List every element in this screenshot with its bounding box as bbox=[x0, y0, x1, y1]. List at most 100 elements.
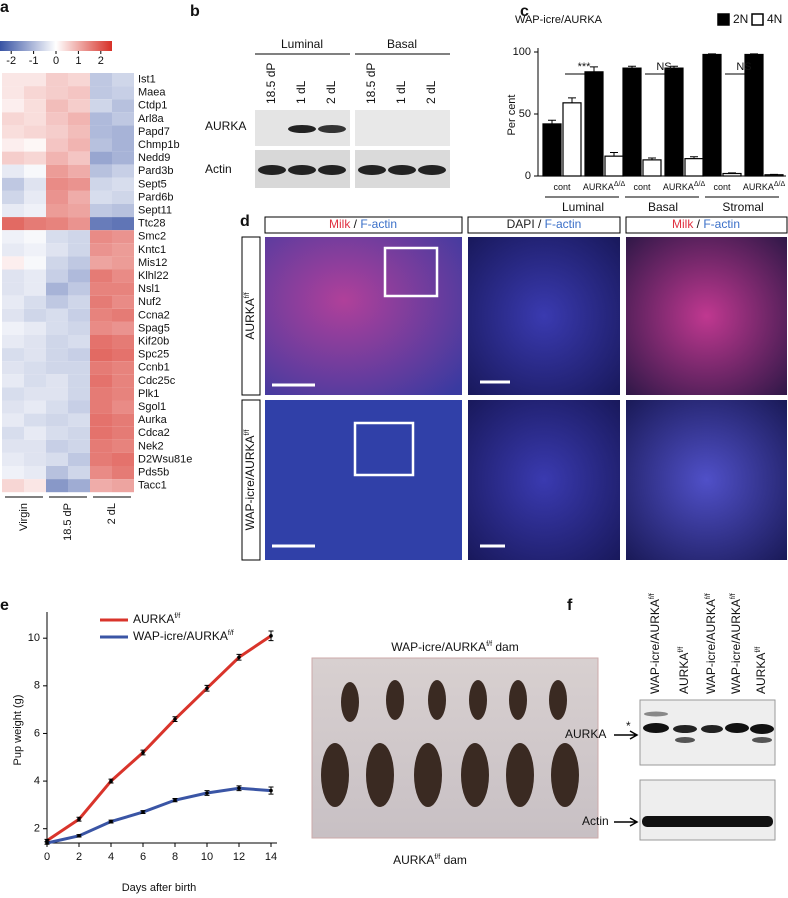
heatmap-cell bbox=[68, 308, 90, 322]
pup bbox=[366, 743, 394, 807]
heatmap-cell bbox=[112, 348, 134, 362]
heatmap-cell bbox=[24, 439, 46, 453]
group-label: 2 dL bbox=[106, 503, 118, 524]
header-box bbox=[467, 216, 621, 234]
band bbox=[675, 737, 695, 743]
gene-label: Sgol1 bbox=[138, 401, 166, 413]
gene-label: Pds5b bbox=[138, 466, 169, 478]
photo-label: WAP-icre/AURKAf/f dam bbox=[391, 640, 518, 654]
point bbox=[269, 634, 273, 638]
heatmap-cell bbox=[112, 282, 134, 296]
gene-label: Smc2 bbox=[138, 231, 166, 243]
heatmap-cell bbox=[2, 400, 24, 414]
heatmap-cell bbox=[68, 204, 90, 218]
heatmap-cell bbox=[24, 348, 46, 362]
heatmap-cell bbox=[46, 138, 68, 152]
pup bbox=[428, 680, 446, 720]
group-label: 18.5 dP bbox=[62, 503, 74, 541]
heatmap-cell bbox=[24, 73, 46, 87]
heatmap-cell bbox=[24, 269, 46, 283]
error-bar bbox=[590, 66, 598, 72]
gene-label: Pard6b bbox=[138, 191, 173, 203]
heatmap-cell bbox=[112, 479, 134, 493]
heatmap-cell bbox=[68, 99, 90, 113]
label-part: AURKA bbox=[743, 182, 774, 192]
heatmap-cell bbox=[90, 400, 112, 414]
point bbox=[45, 841, 49, 845]
heatmap-cell bbox=[2, 243, 24, 257]
heatmap-cell bbox=[24, 256, 46, 270]
heatmap-cell bbox=[112, 400, 134, 414]
colorbar-tick-label: 2 bbox=[98, 55, 104, 67]
heatmap-cell bbox=[90, 295, 112, 309]
panel-label: f bbox=[567, 597, 573, 614]
gene-label: Kif20b bbox=[138, 335, 169, 347]
row-box bbox=[241, 236, 261, 396]
heatmap-cell bbox=[68, 426, 90, 440]
category-label: AURKAΔ/Δ bbox=[743, 181, 786, 192]
blot-row-label: AURKA bbox=[565, 727, 606, 741]
zoom-box bbox=[383, 246, 439, 298]
image-header: DAPI / F-actin bbox=[507, 217, 582, 231]
heatmap-cell bbox=[112, 177, 134, 191]
pup bbox=[414, 743, 442, 807]
micrograph bbox=[468, 237, 620, 395]
label-part: AURKA bbox=[677, 653, 691, 694]
label-part: AURKA bbox=[754, 653, 768, 694]
heatmap-cell bbox=[112, 151, 134, 165]
heatmap-cell bbox=[24, 190, 46, 204]
gene-label: Klhl22 bbox=[138, 270, 169, 282]
heatmap-cell bbox=[24, 413, 46, 427]
band bbox=[643, 723, 669, 733]
heatmap-cell bbox=[2, 452, 24, 466]
superscript: f/f bbox=[755, 647, 762, 653]
point bbox=[109, 819, 113, 824]
point bbox=[205, 686, 209, 691]
gene-label: Nsl1 bbox=[138, 283, 160, 295]
label-part: WAP-icre/AURKA bbox=[729, 599, 743, 694]
point bbox=[77, 834, 81, 838]
heatmap-cell bbox=[46, 426, 68, 440]
pup bbox=[321, 743, 349, 807]
heatmap-cell bbox=[46, 321, 68, 335]
heatmap-cell bbox=[112, 308, 134, 322]
gene-label: Kntc1 bbox=[138, 244, 166, 256]
lane-label: WAP-icre/AURKAf/f bbox=[729, 593, 743, 694]
gene-label: Ttc28 bbox=[138, 218, 166, 230]
heatmap-cell bbox=[112, 204, 134, 218]
error-bar bbox=[750, 53, 758, 55]
y-tick-label: 0 bbox=[525, 170, 531, 182]
heatmap-cell bbox=[2, 426, 24, 440]
blot-row-label: Actin bbox=[205, 162, 232, 176]
gene-label: Spc25 bbox=[138, 349, 169, 361]
heatmap-cell bbox=[90, 426, 112, 440]
lane-label: 1 dL bbox=[294, 80, 308, 104]
heatmap-cell bbox=[68, 256, 90, 270]
error-bar bbox=[628, 65, 636, 69]
pup bbox=[469, 680, 487, 720]
heatmap-cell bbox=[24, 125, 46, 139]
bar bbox=[562, 102, 582, 177]
significance-label: *** bbox=[578, 61, 592, 73]
heatmap-cell bbox=[2, 335, 24, 349]
heatmap-cell bbox=[2, 269, 24, 283]
heatmap-cell bbox=[2, 479, 24, 493]
heatmap-cell bbox=[112, 452, 134, 466]
panel-label: e bbox=[0, 597, 9, 614]
heatmap-cell bbox=[24, 466, 46, 480]
heatmap-cell bbox=[2, 230, 24, 244]
heatmap-cell bbox=[2, 387, 24, 401]
heatmap-cell bbox=[68, 374, 90, 388]
lane-label: 2 dL bbox=[424, 80, 438, 104]
heatmap-cell bbox=[24, 374, 46, 388]
heatmap-cell bbox=[2, 295, 24, 309]
heatmap-cell bbox=[2, 321, 24, 335]
heatmap-cell bbox=[90, 387, 112, 401]
heatmap-cell bbox=[68, 387, 90, 401]
superscript: Δ/Δ bbox=[774, 181, 786, 188]
x-tick-label: 14 bbox=[265, 851, 277, 863]
heatmap-cell bbox=[68, 125, 90, 139]
lane-label: 2 dL bbox=[324, 80, 338, 104]
series-line bbox=[46, 786, 272, 845]
label-part: cont bbox=[713, 182, 731, 192]
